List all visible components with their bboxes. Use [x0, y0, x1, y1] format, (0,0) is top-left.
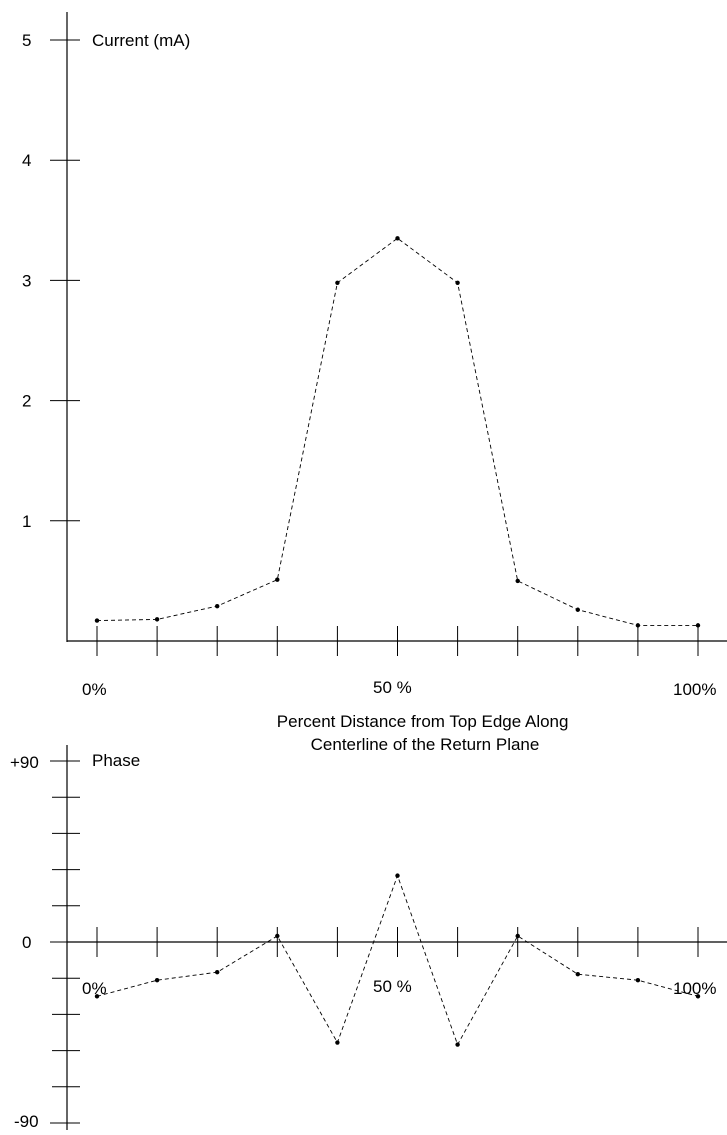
phase-point-10 — [154, 978, 160, 983]
phase-point-20 — [215, 969, 220, 975]
x-axis-label: Percent Distance from Top Edge Along Cen… — [277, 712, 573, 754]
current-series-line — [96, 237, 698, 626]
top-x-label-50: 50 % — [373, 678, 412, 697]
phase-y-label-0: 0 — [22, 933, 31, 952]
bottom-x-label-0: 0% — [82, 979, 107, 998]
phase-chart: Phase +90 0 -90 0% 50 % 100% — [10, 745, 727, 1131]
current-point-20 — [215, 603, 220, 609]
current-point-80 — [575, 607, 580, 612]
current-point-50 — [395, 236, 400, 241]
top-x-label-100: 100% — [673, 680, 716, 699]
current-point-40 — [335, 280, 340, 286]
top-y-tick-label-1: 1 — [22, 512, 31, 531]
top-x-label-0: 0% — [82, 680, 107, 699]
phase-point-90 — [635, 978, 641, 983]
bottom-x-label-100: 100% — [673, 979, 716, 998]
current-point-0 — [94, 618, 100, 623]
bottom-x-label-50: 50 % — [373, 977, 412, 996]
phase-point-60 — [455, 1042, 460, 1047]
current-point-60 — [455, 280, 460, 286]
phase-point-70 — [515, 933, 520, 939]
top-y-tick-label-5: 5 — [22, 31, 31, 50]
top-y-tick-label-2: 2 — [22, 392, 31, 411]
phase-y-label-neg90: -90 — [14, 1112, 39, 1131]
phase-point-0 — [94, 994, 100, 999]
x-axis-label-text: Percent Distance from Top Edge Along — [277, 712, 569, 731]
phase-series-line — [96, 874, 699, 1046]
current-point-70 — [515, 578, 520, 584]
top-y-tick-label-3: 3 — [22, 271, 31, 290]
current-point-30 — [275, 577, 280, 582]
phase-point-50 — [395, 873, 400, 878]
current-chart: 1 2 3 4 5 Current (mA) 0% 50 % 100% Percent … — [22, 12, 727, 754]
current-point-90 — [635, 623, 641, 628]
phase-point-40 — [335, 1040, 340, 1045]
current-chart-title: Current (mA) — [92, 31, 190, 50]
phase-point-100 — [695, 994, 701, 999]
current-point-10 — [154, 617, 160, 622]
phase-point-80 — [575, 971, 580, 977]
phase-y-label-pos90: +90 — [10, 753, 39, 772]
current-point-100 — [695, 623, 701, 628]
top-y-tick-label-4: 4 — [22, 151, 31, 170]
x-axis-label-line-2: Centerline of the Return Plane — [311, 735, 540, 754]
phase-point-30 — [275, 933, 280, 939]
phase-chart-title: Phase — [92, 751, 140, 770]
